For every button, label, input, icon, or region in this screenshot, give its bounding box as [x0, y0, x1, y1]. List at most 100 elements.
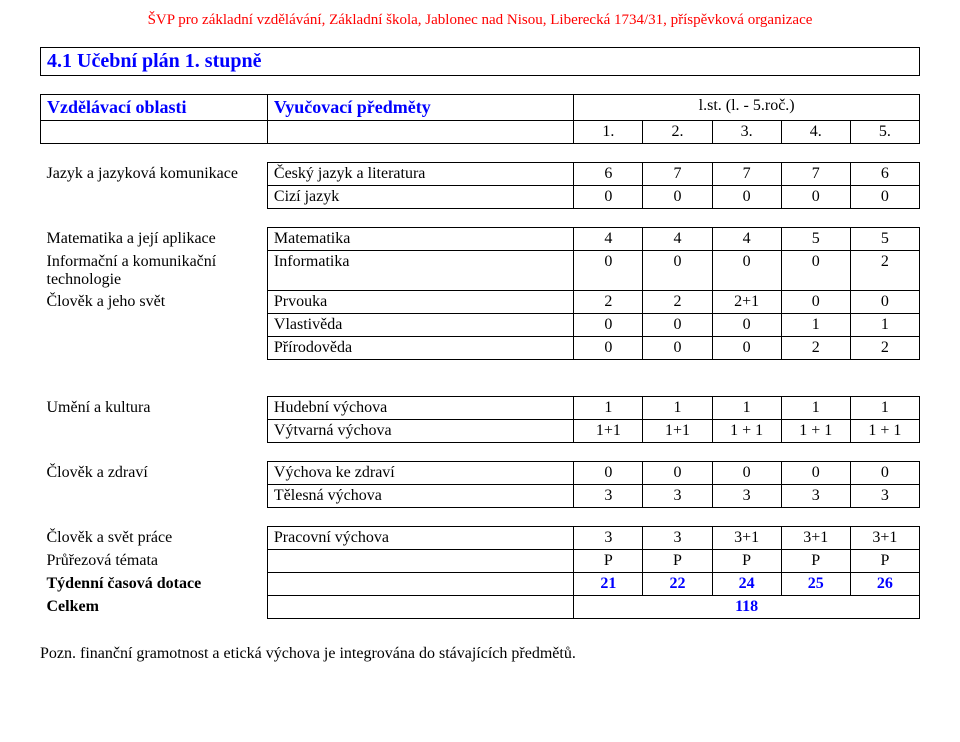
val-cell: 0: [781, 462, 850, 485]
val-cell: 3: [712, 485, 781, 508]
val-cell: 1: [781, 314, 850, 337]
val-cell: 3+1: [850, 527, 919, 550]
table-row: Matematika a její aplikace Matematika 4 …: [41, 228, 920, 251]
table-header-row-1: Vzdělávací oblasti Vyučovací předměty l.…: [41, 95, 920, 121]
val-cell: 3+1: [712, 527, 781, 550]
val-cell: 0: [850, 186, 919, 209]
val-cell: 0: [712, 337, 781, 360]
val-cell: 2+1: [712, 291, 781, 314]
val-cell: P: [850, 550, 919, 573]
val-cell: 0: [781, 186, 850, 209]
table-row: Vlastivěda 0 0 0 1 1: [41, 314, 920, 337]
val-cell: 1: [574, 397, 643, 420]
subject-cell-empty: [267, 573, 573, 596]
val-cell: 0: [574, 251, 643, 291]
table-row: Cizí jazyk 0 0 0 0 0: [41, 186, 920, 209]
subject-cell: Pracovní výchova: [267, 527, 573, 550]
area-cell: Informační a komunikační technologie: [41, 251, 268, 291]
val-cell: 0: [574, 186, 643, 209]
area-cell-empty: [41, 314, 268, 337]
val-cell: 1 + 1: [781, 420, 850, 443]
table-row: Tělesná výchova 3 3 3 3 3: [41, 485, 920, 508]
val-cell: 21: [574, 573, 643, 596]
header-grade-3: 3.: [712, 121, 781, 144]
val-cell: 0: [643, 462, 712, 485]
val-cell: 1+1: [574, 420, 643, 443]
val-cell: 4: [712, 228, 781, 251]
val-cell: 22: [643, 573, 712, 596]
val-cell: 0: [712, 462, 781, 485]
header-area-empty: [41, 121, 268, 144]
table-header-row-2: 1. 2. 3. 4. 5.: [41, 121, 920, 144]
total-label: Celkem: [41, 596, 268, 619]
val-cell: 0: [643, 337, 712, 360]
val-cell: 0: [643, 251, 712, 291]
val-cell: 0: [850, 291, 919, 314]
subject-cell-empty: [267, 550, 573, 573]
table-row: Umění a kultura Hudební výchova 1 1 1 1 …: [41, 397, 920, 420]
val-cell: 3+1: [781, 527, 850, 550]
val-cell: 2: [850, 337, 919, 360]
val-cell: 5: [850, 228, 919, 251]
val-cell: 7: [781, 163, 850, 186]
area-cell: Jazyk a jazyková komunikace: [41, 163, 268, 186]
area-cell-empty: [41, 485, 268, 508]
val-cell: P: [643, 550, 712, 573]
val-cell: 3: [574, 485, 643, 508]
val-cell: 3: [643, 527, 712, 550]
val-cell: P: [712, 550, 781, 573]
val-cell: 7: [712, 163, 781, 186]
val-cell: 1: [643, 397, 712, 420]
table-row: Výtvarná výchova 1+1 1+1 1 + 1 1 + 1 1 +…: [41, 420, 920, 443]
subject-cell: Prvouka: [267, 291, 573, 314]
val-cell: 0: [712, 251, 781, 291]
subject-cell: Cizí jazyk: [267, 186, 573, 209]
table-row-total: Celkem 118: [41, 596, 920, 619]
val-cell: P: [574, 550, 643, 573]
curriculum-table: Vzdělávací oblasti Vyučovací předměty l.…: [40, 94, 920, 619]
header-grades-title: l.st. (l. - 5.roč.): [574, 95, 920, 121]
area-cell: Matematika a její aplikace: [41, 228, 268, 251]
val-cell: 0: [574, 462, 643, 485]
footnote: Pozn. finanční gramotnost a etická výcho…: [40, 645, 920, 663]
val-cell: 2: [643, 291, 712, 314]
area-cell: Člověk a svět práce: [41, 527, 268, 550]
table-row-pru: Průřezová témata P P P P P: [41, 550, 920, 573]
val-cell: 0: [850, 462, 919, 485]
table-row: Přírodověda 0 0 0 2 2: [41, 337, 920, 360]
subject-cell: Hudební výchova: [267, 397, 573, 420]
val-cell: 0: [781, 251, 850, 291]
subject-cell: Přírodověda: [267, 337, 573, 360]
val-cell: 4: [643, 228, 712, 251]
val-cell: 6: [850, 163, 919, 186]
val-cell: 3: [850, 485, 919, 508]
area-cell-empty: [41, 186, 268, 209]
val-cell: 3: [574, 527, 643, 550]
val-cell: 1 + 1: [850, 420, 919, 443]
val-cell: 0: [781, 291, 850, 314]
header-grades-title-label: l.st. (l. - 5.roč.): [699, 97, 795, 114]
subject-cell: Informatika: [267, 251, 573, 291]
val-cell: 2: [574, 291, 643, 314]
val-cell: 1: [781, 397, 850, 420]
val-cell: 1+1: [643, 420, 712, 443]
header-grade-2: 2.: [643, 121, 712, 144]
val-cell: 6: [574, 163, 643, 186]
val-cell: 3: [643, 485, 712, 508]
area-cell-empty: [41, 337, 268, 360]
header-subj-empty: [267, 121, 573, 144]
val-cell: 2: [781, 337, 850, 360]
header-subj-label: Vyučovací předměty: [274, 97, 431, 117]
header-line: ŠVP pro základní vzdělávání, Základní šk…: [40, 12, 920, 29]
val-cell: 1: [850, 314, 919, 337]
section-title: 4.1 Učební plán 1. stupně: [40, 47, 920, 76]
pru-label: Průřezová témata: [41, 550, 268, 573]
val-cell: 7: [643, 163, 712, 186]
table-row: Jazyk a jazyková komunikace Český jazyk …: [41, 163, 920, 186]
val-cell: 4: [574, 228, 643, 251]
area-cell: Člověk a jeho svět: [41, 291, 268, 314]
val-cell: 25: [781, 573, 850, 596]
table-row: Člověk a zdraví Výchova ke zdraví 0 0 0 …: [41, 462, 920, 485]
subject-cell-empty: [267, 596, 573, 619]
val-cell: 1: [850, 397, 919, 420]
